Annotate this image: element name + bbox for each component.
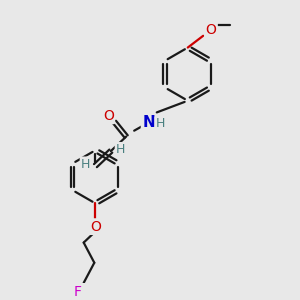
Text: F: F [74,285,82,299]
Text: O: O [103,109,114,123]
Text: N: N [142,115,155,130]
Text: H: H [116,143,125,156]
Text: O: O [206,22,216,37]
Text: O: O [90,220,101,234]
Text: H: H [81,158,90,171]
Text: H: H [156,117,165,130]
